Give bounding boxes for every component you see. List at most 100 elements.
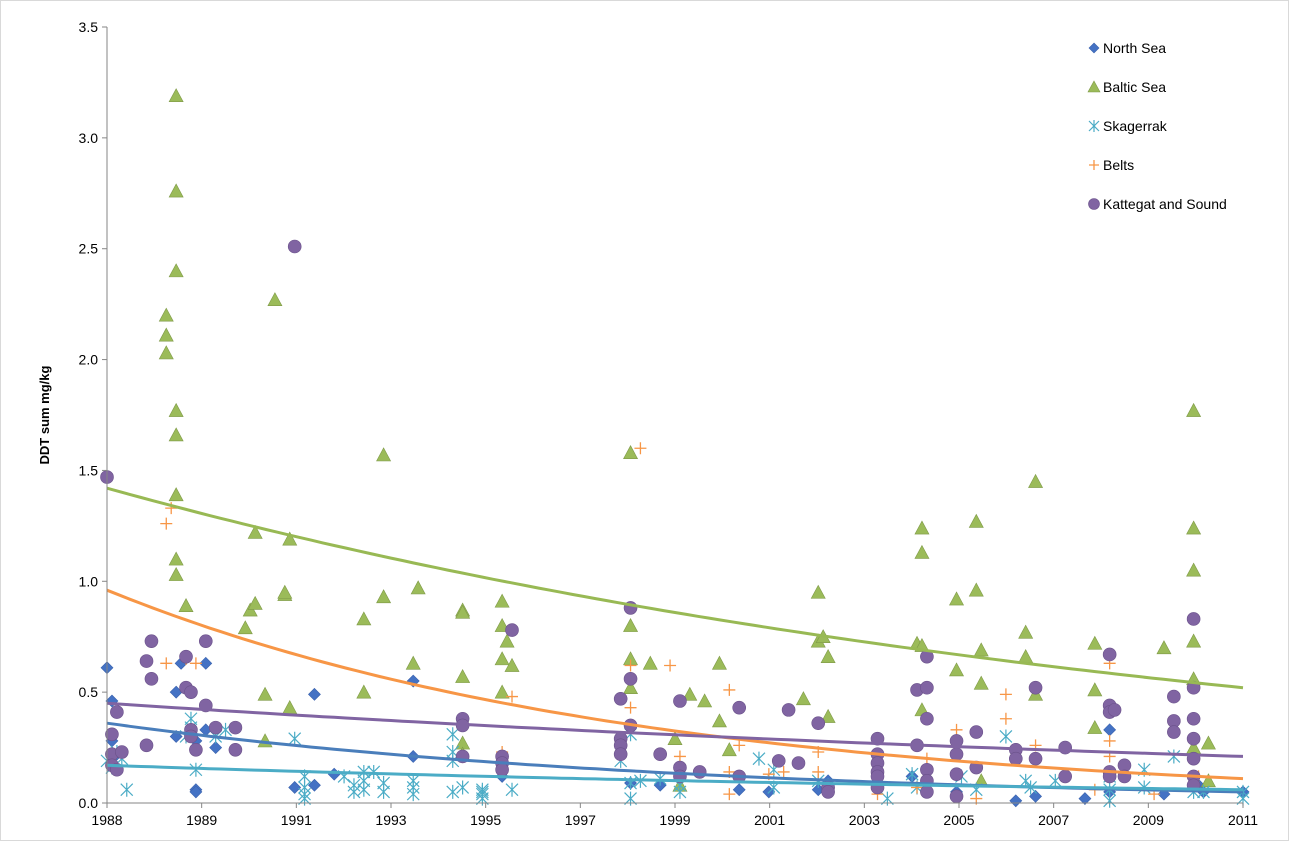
data-point: [673, 750, 686, 763]
data-point: [810, 584, 826, 599]
data-point: [267, 292, 283, 307]
legend-label: North Sea: [1103, 40, 1166, 56]
data-point: [1028, 680, 1043, 695]
data-point: [733, 739, 746, 752]
data-point: [308, 687, 321, 701]
legend-item-kattegat-and-sound: Kattegat and Sound: [1088, 196, 1227, 212]
data-point: [139, 654, 154, 668]
data-point: [144, 672, 159, 686]
data-point: [1186, 633, 1202, 648]
data-point: [634, 442, 647, 455]
data-point: [160, 517, 173, 530]
data-point: [198, 634, 213, 648]
data-point: [158, 327, 174, 342]
data-point: [357, 782, 371, 797]
y-tick-label: 0.0: [79, 795, 99, 811]
data-point: [905, 767, 919, 782]
data-point: [914, 520, 930, 535]
data-point: [1078, 792, 1092, 805]
y-axis-title: DDT sum mg/kg: [37, 365, 52, 464]
data-point: [168, 567, 184, 581]
trendline-belts: [106, 588, 1244, 781]
data-point: [228, 720, 243, 735]
data-point: [1028, 473, 1044, 488]
legend-marker: [1089, 160, 1099, 170]
x-tick-label: 2009: [1133, 812, 1164, 828]
data-point: [682, 686, 698, 701]
legend-marker: [1087, 80, 1101, 93]
x-tick-label: 1988: [91, 812, 122, 828]
data-point: [1186, 402, 1202, 417]
data-point: [308, 778, 321, 792]
y-tick-label: 2.0: [79, 352, 99, 368]
x-tick-label: 1993: [375, 812, 406, 828]
data-point: [1087, 719, 1103, 734]
data-point: [1087, 682, 1103, 697]
data-point: [999, 688, 1012, 701]
data-point: [1009, 794, 1023, 808]
x-tick-label: 2011: [1228, 812, 1258, 828]
data-point: [406, 787, 420, 802]
legend-label: Belts: [1103, 157, 1134, 173]
data-point: [1029, 789, 1042, 803]
data-point: [455, 668, 471, 683]
x-tick-label: 2001: [754, 812, 785, 828]
data-point: [914, 544, 930, 559]
data-point: [189, 657, 202, 670]
data-point: [1186, 520, 1202, 535]
y-tick-label: 1.0: [79, 573, 99, 589]
legend-item-baltic-sea: Baltic Sea: [1087, 79, 1166, 95]
data-point: [494, 684, 510, 699]
data-point: [1156, 640, 1172, 655]
data-point: [506, 690, 519, 703]
trendline-kattegat-and-sound: [106, 701, 1244, 758]
data-point: [752, 751, 766, 766]
data-point: [160, 657, 173, 670]
data-point: [664, 659, 677, 672]
data-point: [494, 651, 510, 666]
legend-label: Baltic Sea: [1103, 79, 1166, 95]
axes: 0.0 0.5 1.0 1.5 2.0 2.5 3.0 3.5 1988 1989 1991 1993…: [79, 19, 1259, 828]
data-point: [613, 691, 628, 706]
data-point: [494, 593, 510, 608]
data-point: [1186, 562, 1202, 577]
data-point: [920, 785, 934, 799]
data-point: [105, 727, 119, 742]
data-point: [455, 604, 471, 619]
data-point: [920, 711, 934, 726]
data-point: [1186, 612, 1201, 626]
data-point: [287, 239, 302, 254]
y-tick-label: 1.5: [79, 462, 99, 478]
data-point: [376, 447, 392, 462]
legend-marker: [1088, 42, 1100, 54]
data-point: [1200, 735, 1216, 750]
data-point: [189, 785, 203, 799]
data-point: [456, 780, 470, 795]
data-point: [711, 655, 727, 670]
data-point: [949, 747, 964, 762]
data-point: [1107, 703, 1122, 717]
legend-label: Skagerrak: [1103, 118, 1168, 134]
data-point: [115, 745, 129, 759]
y-tick-label: 3.0: [79, 130, 99, 146]
data-point: [158, 345, 174, 360]
data-point: [168, 427, 184, 442]
data-point: [144, 634, 159, 648]
data-point: [158, 307, 174, 322]
data-point: [711, 713, 727, 728]
data-point: [999, 729, 1013, 744]
series-baltic-sea: [158, 88, 1216, 792]
data-point: [723, 683, 736, 696]
y-tick-label: 3.5: [79, 19, 99, 35]
data-point: [623, 672, 638, 686]
y-tick-label: 0.5: [79, 684, 99, 700]
data-point: [282, 531, 298, 546]
data-point: [781, 703, 796, 717]
data-point: [1167, 725, 1181, 739]
data-point: [168, 263, 184, 278]
data-point: [110, 705, 124, 719]
data-point: [446, 784, 460, 799]
data-point: [168, 551, 184, 566]
